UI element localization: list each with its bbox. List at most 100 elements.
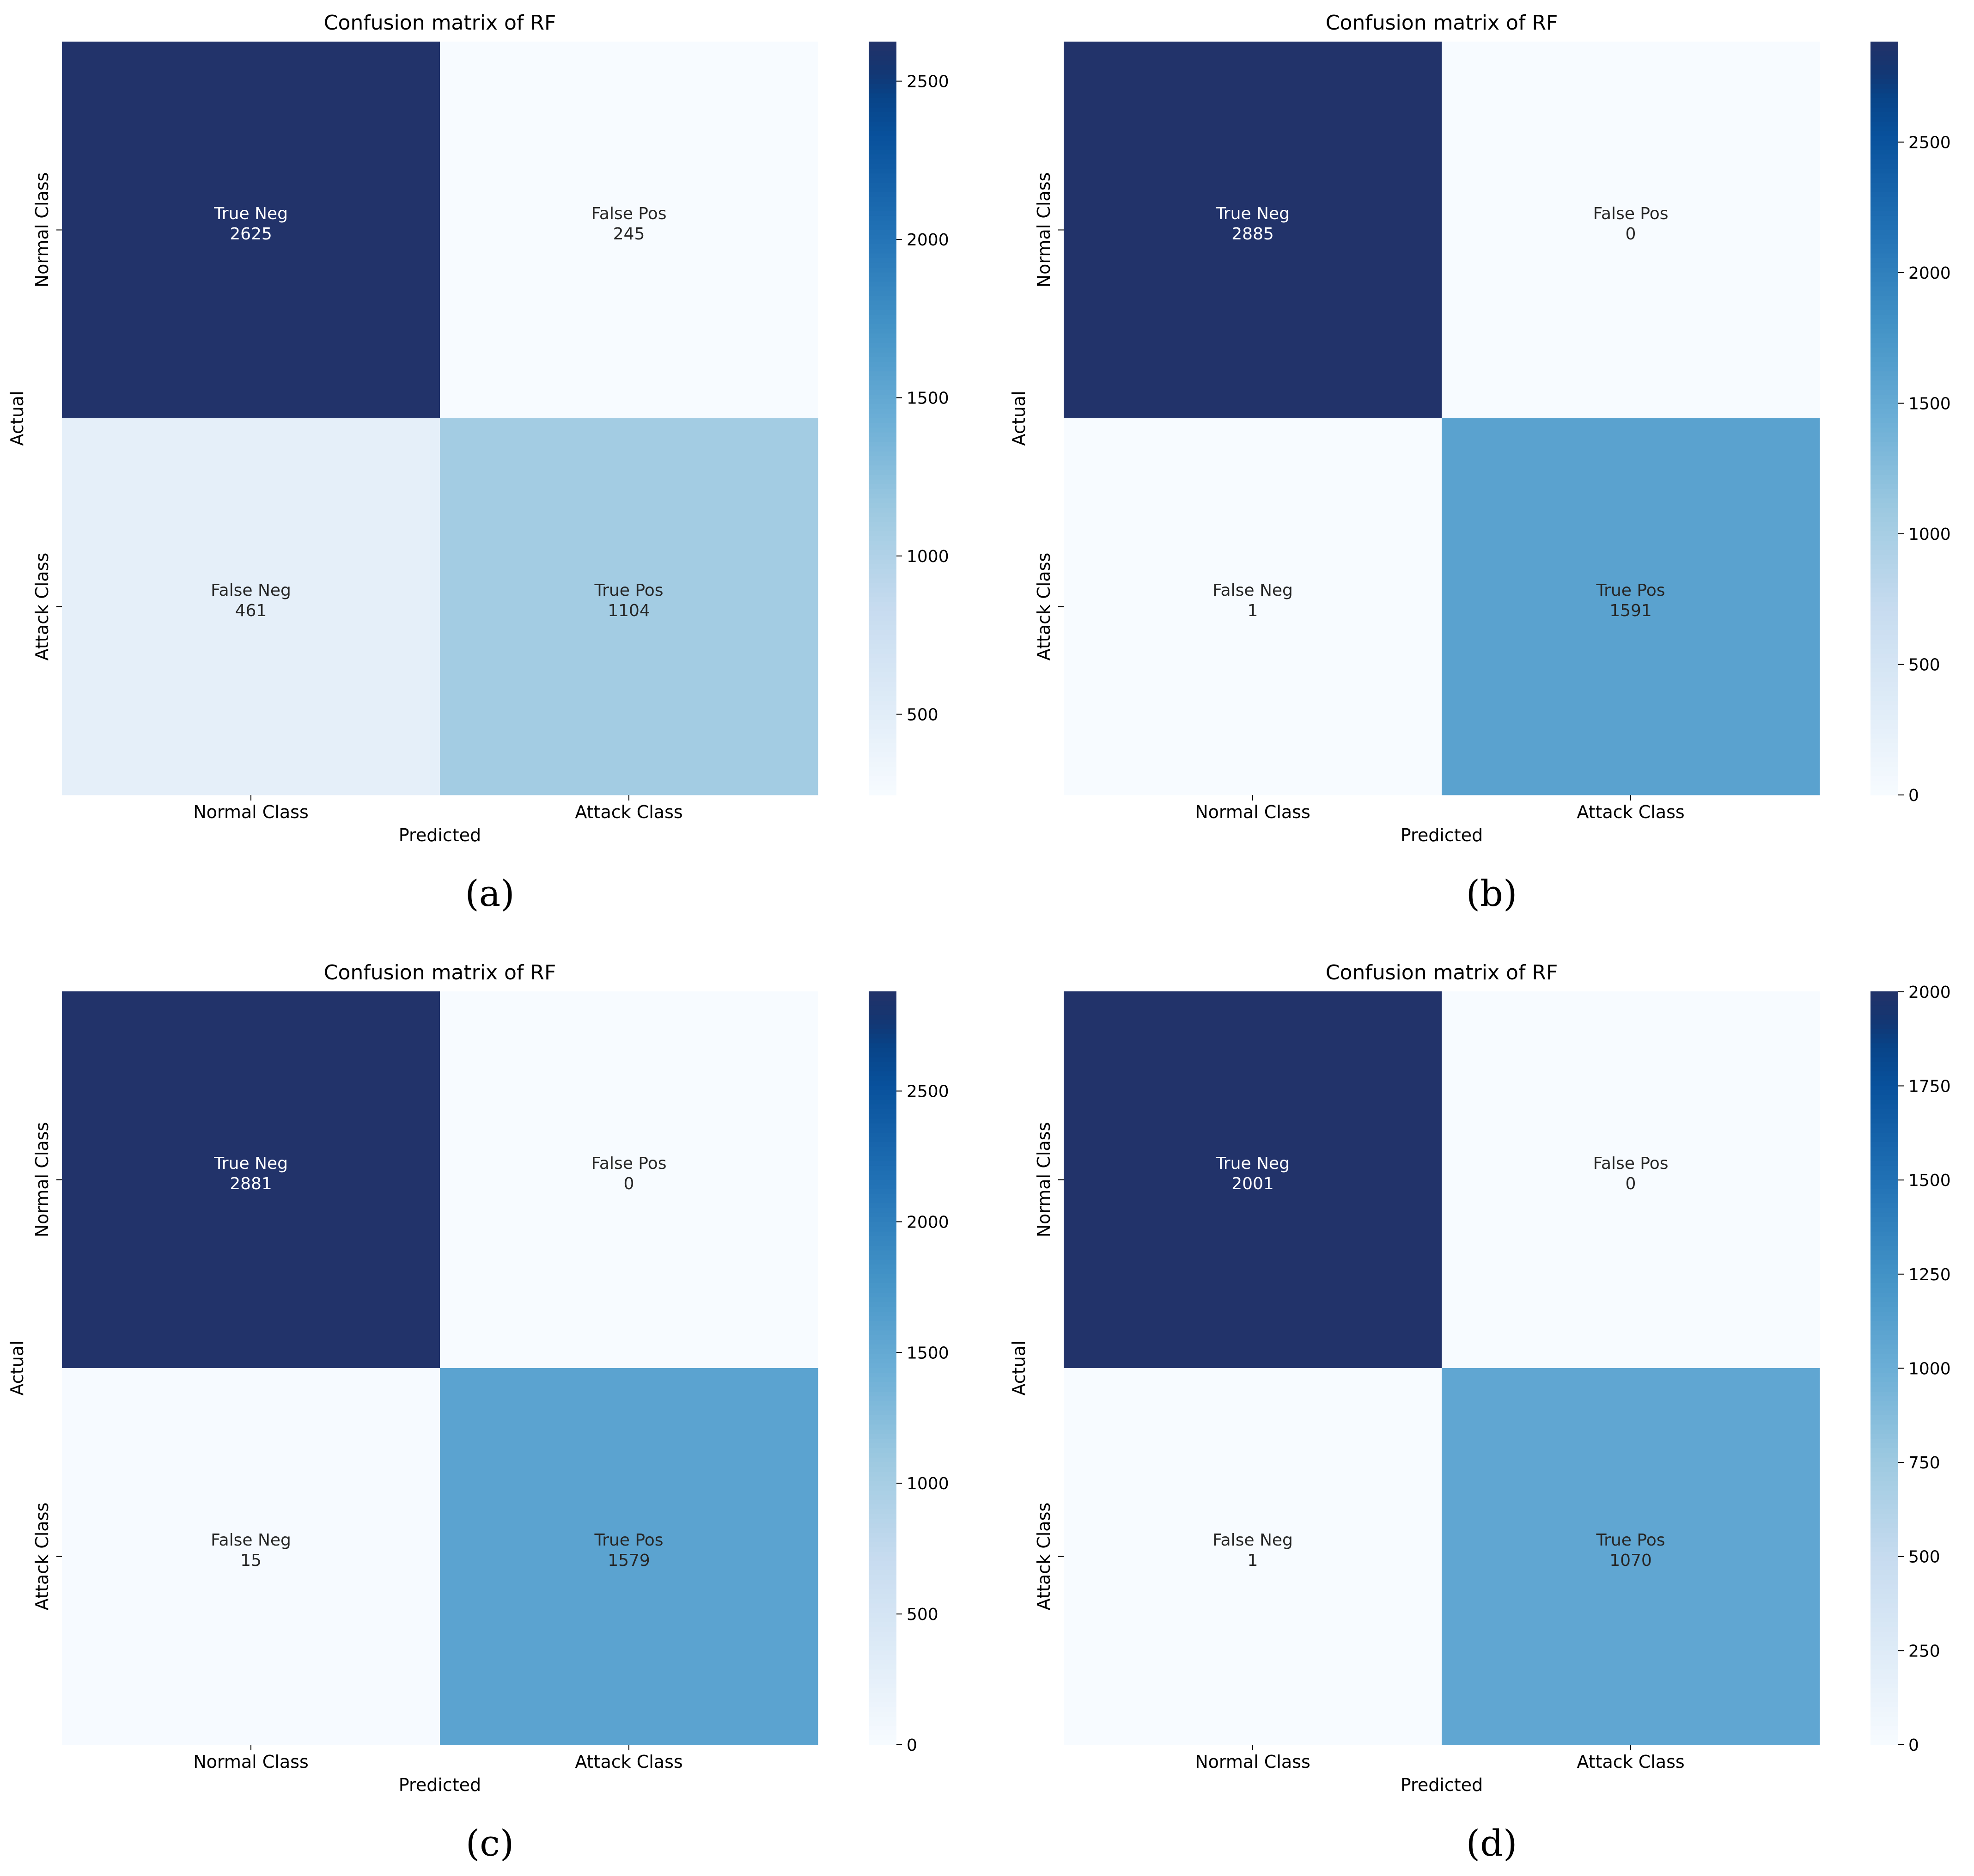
- colorbar-segment: [1870, 611, 1898, 617]
- colorbar-segment: [1870, 74, 1898, 80]
- colorbar-segment: [869, 1335, 896, 1340]
- colorbar-segment: [1870, 1622, 1898, 1628]
- colorbar-segment: [1870, 667, 1898, 673]
- colorbar-segment: [1870, 1090, 1898, 1095]
- colorbar-segment: [869, 1528, 896, 1534]
- colorbar-segment: [869, 1693, 896, 1698]
- colorbar-segment: [1870, 93, 1898, 99]
- colorbar-segment: [1870, 1179, 1898, 1185]
- colorbar-segment: [869, 253, 896, 259]
- colorbar-segment: [1870, 206, 1898, 212]
- cell-label: False Neg: [1212, 581, 1293, 600]
- colorbar-segment: [1870, 762, 1898, 767]
- colorbar-segment: [869, 131, 896, 136]
- colorbar-segment: [869, 1509, 896, 1515]
- cell-label: True Neg: [1215, 204, 1290, 223]
- cell-value: 1104: [608, 601, 650, 620]
- colorbar-segment: [869, 1024, 896, 1030]
- cell-value: 1591: [1609, 601, 1652, 620]
- colorbar-segment: [1870, 1321, 1898, 1326]
- colorbar-segment: [1870, 1438, 1898, 1444]
- colorbar-segment: [1870, 1259, 1898, 1265]
- colorbar-segment: [1870, 715, 1898, 720]
- heatmap-cell: [1442, 1368, 1820, 1745]
- colorbar-segment: [1870, 625, 1898, 631]
- colorbar-segment: [1870, 1161, 1898, 1166]
- colorbar-segment: [869, 1424, 896, 1430]
- colorbar-segment: [1870, 178, 1898, 183]
- colorbar-segment: [1870, 1024, 1898, 1030]
- colorbar-segment: [1870, 583, 1898, 588]
- colorbar-segment: [869, 649, 896, 654]
- colorbar-segment: [1870, 1085, 1898, 1091]
- colorbar-segment: [869, 390, 896, 395]
- cell-value: 2001: [1231, 1174, 1274, 1193]
- colorbar-segment: [1870, 1358, 1898, 1364]
- colorbar-segment: [869, 1589, 896, 1595]
- y-tick-label: Attack Class: [32, 553, 52, 660]
- heatmap-cell: [1442, 42, 1820, 419]
- colorbar-segment: [869, 465, 896, 471]
- colorbar-segment: [1870, 1570, 1898, 1576]
- colorbar-segment: [1870, 1410, 1898, 1416]
- colorbar-segment: [869, 300, 896, 306]
- colorbar-segment: [1870, 1711, 1898, 1717]
- colorbar-segment: [1870, 1740, 1898, 1745]
- colorbar-segment: [1870, 291, 1898, 296]
- colorbar-segment: [1870, 691, 1898, 697]
- colorbar-segment: [869, 715, 896, 720]
- colorbar-tick-label: 2000: [907, 1213, 949, 1232]
- cell-value: 245: [613, 225, 645, 244]
- heatmap-cell: [1064, 418, 1442, 795]
- cell-label: True Neg: [213, 204, 288, 223]
- colorbar-segment: [1870, 1382, 1898, 1387]
- colorbar-segment: [869, 1726, 896, 1731]
- y-tick-label: Normal Class: [1034, 1122, 1054, 1238]
- colorbar-segment: [1870, 169, 1898, 174]
- colorbar-segment: [869, 1613, 896, 1618]
- colorbar-segment: [1870, 531, 1898, 537]
- heatmap-cell: [62, 1368, 440, 1745]
- colorbar-segment: [1870, 140, 1898, 146]
- colorbar-segment: [1870, 352, 1898, 358]
- colorbar-segment: [869, 743, 896, 748]
- colorbar-segment: [1870, 686, 1898, 692]
- colorbar-segment: [869, 51, 896, 56]
- colorbar-segment: [869, 1453, 896, 1458]
- colorbar-segment: [869, 329, 896, 334]
- cell-value: 2625: [230, 225, 272, 244]
- colorbar-segment: [869, 1029, 896, 1034]
- colorbar-segment: [869, 1664, 896, 1670]
- colorbar-segment: [869, 1632, 896, 1637]
- colorbar-segment: [1870, 1396, 1898, 1402]
- colorbar-segment: [869, 1565, 896, 1571]
- colorbar-segment: [869, 1495, 896, 1501]
- colorbar-segment: [1870, 790, 1898, 795]
- colorbar-segment: [869, 1067, 896, 1072]
- colorbar-segment: [869, 55, 896, 61]
- colorbar-segment: [869, 1457, 896, 1463]
- colorbar-segment: [1870, 1208, 1898, 1213]
- colorbar-segment: [1870, 559, 1898, 565]
- colorbar-segment: [869, 456, 896, 461]
- colorbar-segment: [1870, 781, 1898, 786]
- colorbar-segment: [1870, 135, 1898, 141]
- y-tick-label: Normal Class: [32, 1122, 52, 1238]
- colorbar-segment: [869, 1236, 896, 1241]
- colorbar-segment: [1870, 733, 1898, 739]
- colorbar-segment: [1870, 220, 1898, 226]
- heatmap-cell: [62, 418, 440, 795]
- colorbar-segment: [869, 531, 896, 537]
- colorbar-tick-label: 2000: [1908, 264, 1951, 283]
- colorbar-segment: [869, 1142, 896, 1147]
- x-tick-label: Attack Class: [1577, 1752, 1684, 1772]
- colorbar-segment: [869, 1104, 896, 1110]
- colorbar-segment: [869, 1523, 896, 1529]
- colorbar-segment: [869, 785, 896, 791]
- colorbar-segment: [869, 338, 896, 343]
- colorbar-segment: [1870, 296, 1898, 301]
- panel-1: Confusion matrix of RF True Neg 2625 False …: [7, 11, 949, 915]
- colorbar-tick-label: 750: [1908, 1454, 1940, 1473]
- colorbar-segment: [869, 1217, 896, 1222]
- colorbar-segment: [869, 1688, 896, 1693]
